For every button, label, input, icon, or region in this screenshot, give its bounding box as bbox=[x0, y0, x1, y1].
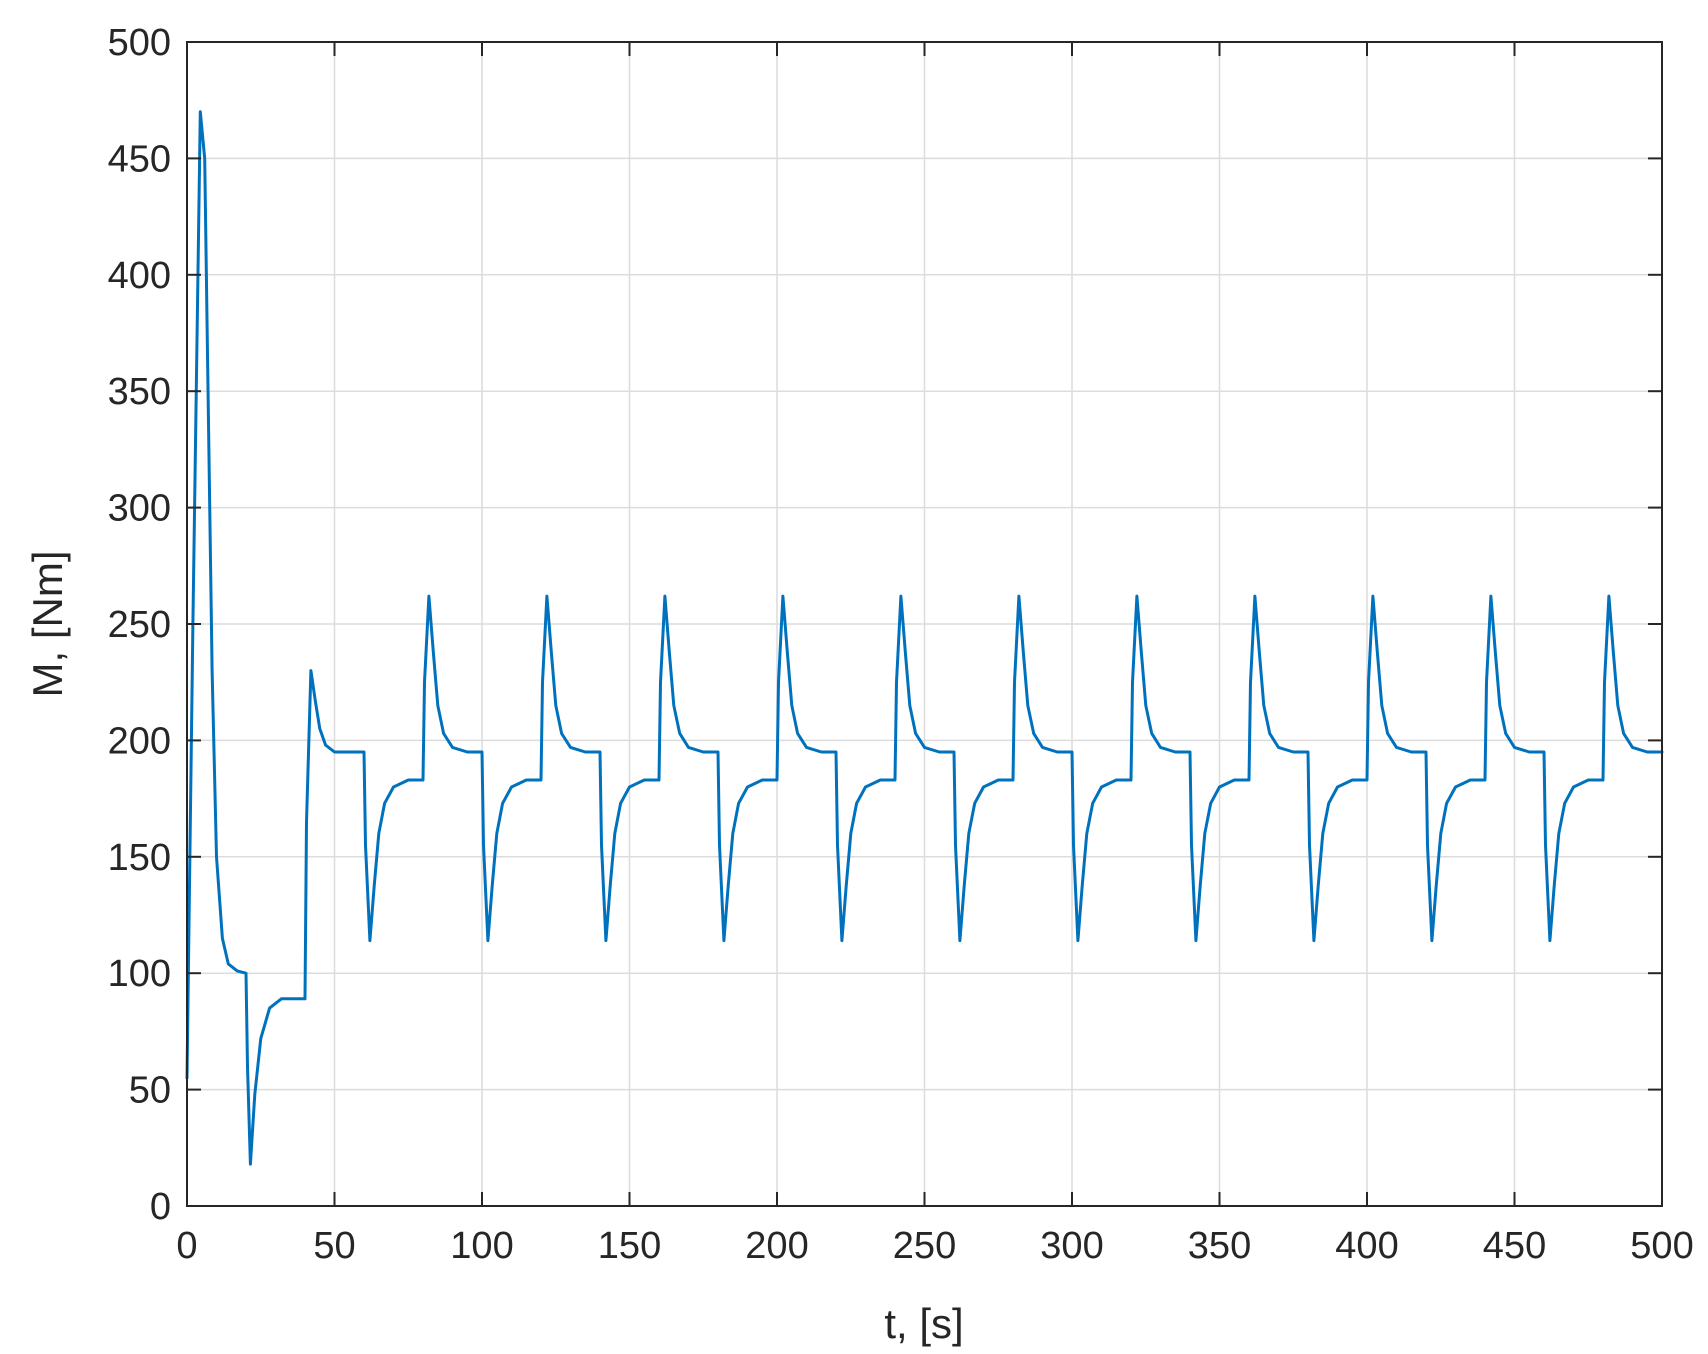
x-tick-label: 0 bbox=[176, 1225, 197, 1267]
x-axis-label: t, [s] bbox=[884, 1300, 963, 1347]
y-tick-label: 0 bbox=[150, 1186, 171, 1228]
y-tick-label: 400 bbox=[108, 255, 171, 297]
x-tick-label: 250 bbox=[893, 1225, 956, 1267]
y-tick-label: 100 bbox=[108, 953, 171, 995]
x-tick-label: 450 bbox=[1483, 1225, 1546, 1267]
y-tick-labels: 0 50 100 150 200 250 300 350 400 450 500 bbox=[108, 22, 171, 1228]
x-tick-label: 350 bbox=[1188, 1225, 1251, 1267]
series-line bbox=[185, 110, 1664, 1166]
y-axis-label: M, [Nm] bbox=[24, 551, 71, 698]
x-tick-label: 400 bbox=[1335, 1225, 1398, 1267]
y-tick-label: 300 bbox=[108, 488, 171, 530]
y-tick-label: 150 bbox=[108, 837, 171, 879]
axis-ticks bbox=[186, 41, 1663, 1207]
y-tick-label: 500 bbox=[108, 22, 171, 64]
x-tick-label: 300 bbox=[1040, 1225, 1103, 1267]
x-tick-labels: 0 50 100 150 200 250 300 350 400 450 500 bbox=[176, 1225, 1693, 1267]
x-tick-label: 500 bbox=[1630, 1225, 1693, 1267]
x-tick-label: 200 bbox=[745, 1225, 808, 1267]
x-tick-label: 50 bbox=[313, 1225, 355, 1267]
x-tick-label: 150 bbox=[598, 1225, 661, 1267]
y-tick-label: 450 bbox=[108, 138, 171, 180]
x-tick-label: 100 bbox=[450, 1225, 513, 1267]
grid-lines bbox=[187, 42, 1662, 1206]
y-tick-label: 200 bbox=[108, 720, 171, 762]
y-tick-label: 50 bbox=[129, 1070, 171, 1112]
y-tick-label: 350 bbox=[108, 371, 171, 413]
y-tick-label: 250 bbox=[108, 604, 171, 646]
